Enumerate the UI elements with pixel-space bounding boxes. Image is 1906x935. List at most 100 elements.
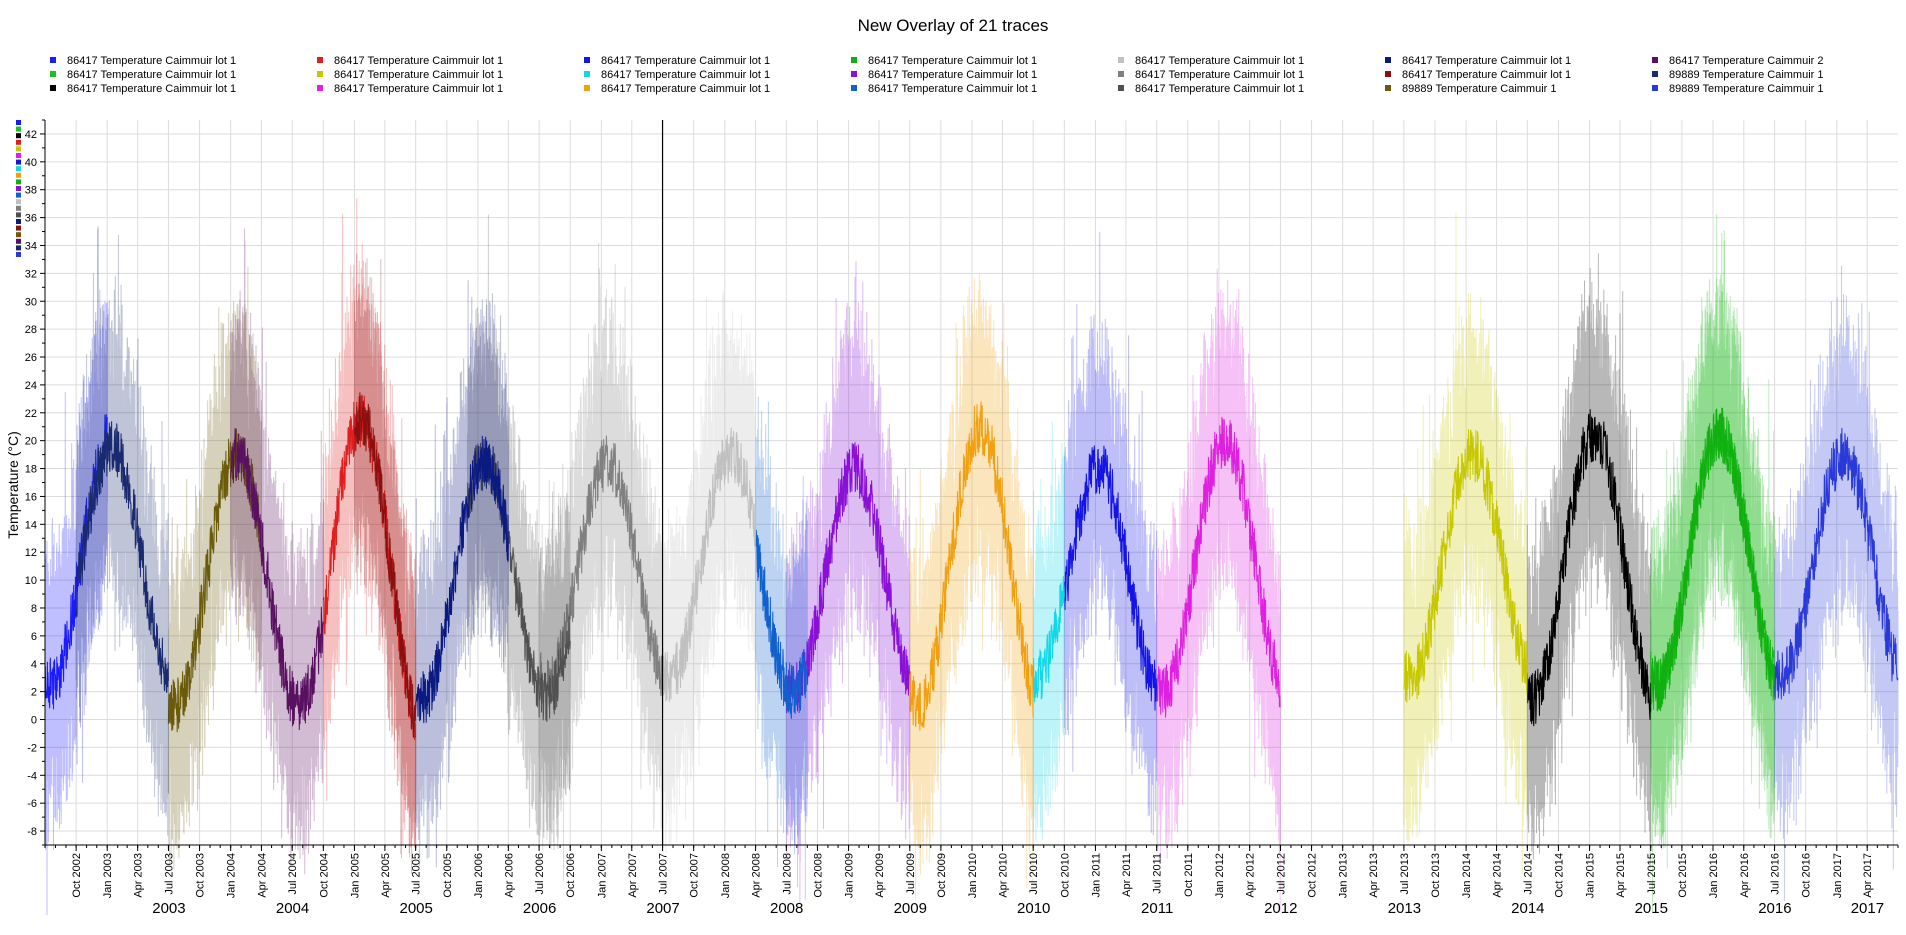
legend-swatch	[1385, 57, 1391, 64]
x-tick-label: Oct 2009	[936, 853, 948, 898]
x-tick-label: Apr 2017	[1862, 853, 1874, 898]
legend-label: 89889 Temperature Caimmuir 1	[1402, 83, 1557, 95]
legend-label: 86417 Temperature Caimmuir lot 1	[1402, 69, 1572, 81]
legend-entry[interactable]: 86417 Temperature Caimmuir lot 1	[50, 69, 236, 82]
series-mean-line	[167, 428, 262, 733]
series	[75, 226, 169, 836]
legend-entry[interactable]: 86417 Temperature Caimmuir lot 1	[851, 83, 1037, 96]
year-label: 2003	[152, 900, 185, 917]
ytick-color-swatch	[16, 172, 21, 178]
x-tick-label: Jul 2010	[1028, 853, 1040, 895]
legend-label: 86417 Temperature Caimmuir lot 1	[1135, 55, 1305, 67]
series-range-band	[1156, 268, 1281, 912]
legend-swatch	[851, 85, 857, 92]
legend-entry[interactable]: 89889 Temperature Caimmuir 1	[1652, 83, 1823, 96]
series-range-band	[538, 242, 664, 882]
legend-entry[interactable]: 86417 Temperature Caimmuir lot 1	[584, 83, 770, 96]
legend-label: 86417 Temperature Caimmuir lot 1	[334, 55, 504, 67]
x-tick-label: Oct 2004	[318, 853, 330, 898]
year-label: 2005	[399, 900, 432, 917]
legend-label: 86417 Temperature Caimmuir lot 1	[601, 83, 771, 95]
ytick-color-swatch	[16, 192, 21, 198]
series-mean-line	[1156, 416, 1281, 718]
x-tick-label: Jan 2012	[1214, 853, 1226, 898]
legend-label: 86417 Temperature Caimmuir lot 1	[601, 69, 771, 81]
year-label: 2012	[1264, 900, 1297, 917]
year-label: 2017	[1851, 900, 1884, 917]
legend-entry[interactable]: 86417 Temperature Caimmuir lot 1	[1118, 69, 1304, 82]
x-tick-label: Jul 2014	[1522, 853, 1534, 895]
series	[662, 290, 757, 854]
legend-label: 86417 Temperature Caimmuir lot 1	[868, 69, 1038, 81]
series	[909, 273, 1034, 900]
x-tick-label: Jul 2006	[534, 853, 546, 895]
legend-swatch	[50, 57, 56, 64]
series-mean-line	[538, 435, 664, 710]
legend-label: 89889 Temperature Caimmuir 1	[1669, 69, 1824, 81]
x-tick-label: Jul 2004	[287, 853, 299, 895]
legend-entry[interactable]: 86417 Temperature Caimmuir lot 1	[317, 83, 503, 96]
x-tick-label: Apr 2006	[503, 853, 515, 898]
legend-entry[interactable]: 86417 Temperature Caimmuir 2	[1652, 55, 1823, 68]
x-tick-label: Jan 2015	[1585, 853, 1597, 898]
series-mean-line	[1774, 427, 1899, 700]
legend-entry[interactable]: 86417 Temperature Caimmuir lot 1	[1118, 55, 1304, 68]
legend-swatch	[851, 57, 857, 64]
legend-entry[interactable]: 86417 Temperature Caimmuir lot 1	[317, 55, 503, 68]
legend-entry[interactable]: 86417 Temperature Caimmuir lot 1	[851, 69, 1037, 82]
x-tick-label: Jul 2015	[1646, 853, 1658, 895]
x-tick-label: Apr 2015	[1615, 853, 1627, 898]
series-range-band	[75, 226, 169, 836]
x-tick-label: Apr 2011	[1121, 853, 1133, 897]
legend-swatch	[317, 71, 323, 78]
legend-swatch	[584, 57, 590, 64]
legend-label: 86417 Temperature Caimmuir lot 1	[67, 83, 237, 95]
x-tick-label: Jan 2017	[1832, 853, 1844, 898]
series-mean-line	[415, 435, 509, 724]
legend-entry[interactable]: 86417 Temperature Caimmuir lot 1	[317, 69, 503, 82]
x-tick-label: Oct 2007	[689, 853, 701, 898]
legend-entry[interactable]: 89889 Temperature Caimmuir 1	[1385, 83, 1556, 96]
legend-entry[interactable]: 86417 Temperature Caimmuir lot 1	[584, 55, 770, 68]
legend-entry[interactable]: 86417 Temperature Caimmuir lot 1	[584, 69, 770, 82]
ytick-color-swatch	[16, 225, 21, 231]
legend-swatch	[1652, 71, 1658, 78]
year-label: 2010	[1017, 900, 1050, 917]
x-tick-label: Jul 2008	[781, 853, 793, 895]
y-tick-label: -4	[27, 770, 37, 782]
series	[415, 280, 509, 868]
x-tick-label: Jan 2004	[226, 853, 238, 898]
legend-entry[interactable]: 86417 Temperature Caimmuir lot 1	[1385, 69, 1571, 82]
series	[755, 396, 808, 900]
x-tick-label: Jan 2009	[844, 853, 856, 898]
legend-entry[interactable]: 86417 Temperature Caimmuir lot 1	[1118, 83, 1304, 96]
legend-swatch	[1118, 85, 1124, 92]
legend-entry[interactable]: 86417 Temperature Caimmuir lot 1	[1385, 55, 1571, 68]
legend-entry[interactable]: 86417 Temperature Caimmuir lot 1	[50, 83, 236, 96]
year-label: 2008	[770, 900, 803, 917]
x-tick-label: Oct 2012	[1307, 853, 1319, 898]
ytick-color-swatch	[16, 120, 21, 125]
y-tick-label: 8	[31, 603, 37, 615]
y-tick-label: 30	[25, 296, 37, 308]
series-range-band	[1063, 231, 1158, 836]
legend-entry[interactable]: 89889 Temperature Caimmuir 1	[1652, 69, 1823, 82]
legend-entry[interactable]: 86417 Temperature Caimmuir lot 1	[851, 55, 1037, 68]
legend-label: 86417 Temperature Caimmuir lot 1	[601, 55, 771, 67]
x-tick-label: Oct 2003	[195, 853, 207, 898]
ytick-color-swatch	[16, 126, 21, 132]
series	[167, 266, 262, 869]
x-tick-label: Jan 2014	[1461, 853, 1473, 898]
legend-label: 86417 Temperature Caimmuir lot 1	[1135, 83, 1305, 95]
series-range-band	[1774, 265, 1899, 901]
x-tick-label: Apr 2005	[380, 853, 392, 898]
legend-entry[interactable]: 86417 Temperature Caimmuir lot 1	[50, 55, 236, 68]
x-tick-label: Oct 2002	[71, 853, 83, 898]
legend-swatch	[317, 57, 323, 64]
year-label: 2016	[1758, 900, 1791, 917]
legend-swatch	[50, 85, 56, 92]
x-tick-label: Apr 2009	[874, 853, 886, 898]
legend-label: 86417 Temperature Caimmuir lot 1	[334, 83, 504, 95]
series	[538, 242, 664, 882]
